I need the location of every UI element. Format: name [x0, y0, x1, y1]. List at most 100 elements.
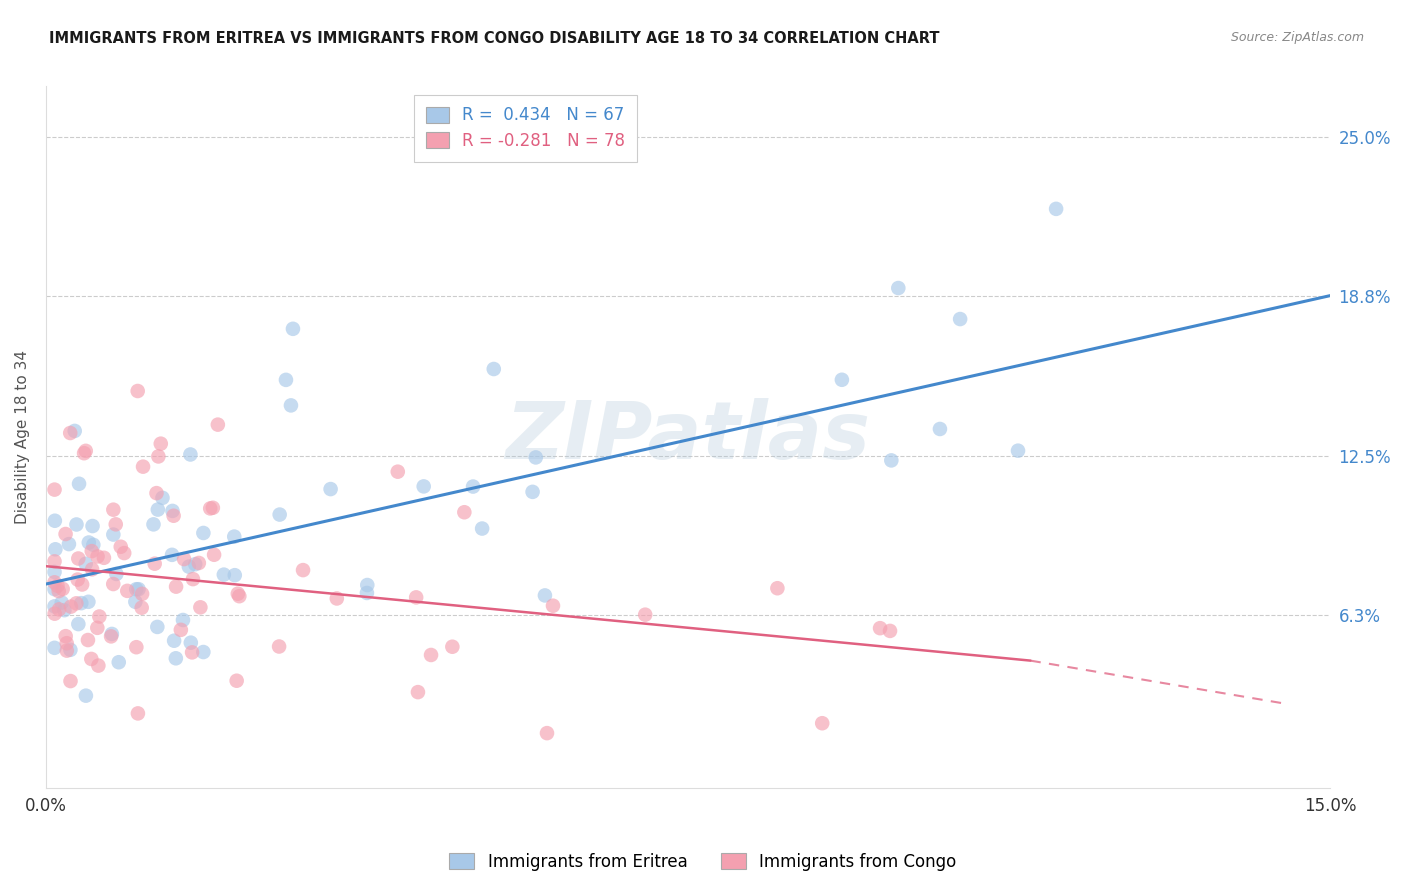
Point [107, 655, 129, 669]
Point [170, 623, 193, 637]
Point [103, 527, 125, 541]
Point [44, 575, 66, 590]
Point [87, 658, 110, 673]
Point [193, 645, 215, 659]
Point [142, 517, 165, 532]
Point [117, 583, 139, 598]
Y-axis label: Disability Age 18 to 34: Disability Age 18 to 34 [15, 351, 30, 524]
Legend: Immigrants from Eritrea, Immigrants from Congo: Immigrants from Eritrea, Immigrants from… [441, 845, 965, 880]
Point [534, 589, 557, 603]
Point [536, 726, 558, 740]
Point [103, 502, 125, 516]
Point [880, 453, 903, 467]
Legend: R =  0.434   N = 67, R = -0.281   N = 78: R = 0.434 N = 67, R = -0.281 N = 78 [413, 95, 637, 161]
Point [77, 595, 100, 609]
Point [44, 640, 66, 655]
Point [48, 602, 70, 616]
Point [461, 479, 484, 493]
Point [200, 501, 222, 516]
Point [55, 629, 77, 643]
Point [180, 635, 202, 649]
Point [82, 519, 104, 533]
Point [44, 483, 66, 497]
Point [281, 322, 304, 336]
Point [949, 312, 972, 326]
Point [522, 484, 544, 499]
Point [80, 652, 103, 666]
Point [44, 565, 66, 579]
Point [63, 424, 86, 438]
Point [163, 633, 186, 648]
Point [65, 517, 87, 532]
Point [58, 537, 80, 551]
Point [75, 557, 97, 571]
Point [82, 538, 104, 552]
Point [412, 479, 434, 493]
Point [356, 578, 378, 592]
Point [420, 648, 443, 662]
Point [44, 582, 66, 596]
Point [77, 535, 100, 549]
Point [811, 716, 834, 731]
Point [179, 448, 201, 462]
Point [67, 551, 90, 566]
Point [228, 589, 250, 603]
Point [55, 527, 77, 541]
Point [80, 544, 103, 558]
Point [1007, 443, 1029, 458]
Point [59, 674, 82, 689]
Point [110, 540, 132, 554]
Point [177, 559, 200, 574]
Point [524, 450, 547, 465]
Point [202, 548, 225, 562]
Point [67, 617, 90, 632]
Text: Source: ZipAtlas.com: Source: ZipAtlas.com [1230, 31, 1364, 45]
Text: ZIPatlas: ZIPatlas [506, 399, 870, 476]
Point [453, 505, 475, 519]
Point [59, 425, 82, 440]
Point [127, 706, 149, 721]
Point [73, 446, 96, 460]
Point [224, 568, 246, 582]
Point [187, 556, 209, 570]
Point [274, 373, 297, 387]
Point [48, 584, 70, 599]
Point [224, 530, 246, 544]
Point [319, 482, 342, 496]
Point [77, 633, 100, 648]
Point [82, 562, 104, 576]
Point [162, 508, 184, 523]
Point [212, 567, 235, 582]
Point [51, 596, 73, 610]
Point [201, 500, 224, 515]
Point [165, 651, 187, 665]
Point [831, 373, 853, 387]
Point [105, 566, 128, 581]
Point [44, 599, 66, 614]
Point [181, 572, 204, 586]
Point [127, 384, 149, 398]
Point [89, 609, 111, 624]
Point [44, 554, 66, 568]
Point [46, 579, 69, 593]
Point [441, 640, 464, 654]
Point [152, 491, 174, 505]
Point [59, 599, 82, 614]
Point [59, 643, 82, 657]
Point [56, 643, 79, 657]
Point [70, 596, 93, 610]
Point [929, 422, 952, 436]
Point [128, 582, 150, 597]
Point [1045, 202, 1067, 216]
Point [165, 580, 187, 594]
Point [65, 596, 87, 610]
Point [356, 586, 378, 600]
Point [184, 558, 207, 572]
Point [44, 542, 66, 557]
Point [280, 398, 302, 412]
Point [406, 685, 429, 699]
Point [149, 436, 172, 450]
Point [100, 629, 122, 643]
Point [66, 573, 89, 587]
Point [125, 582, 148, 597]
